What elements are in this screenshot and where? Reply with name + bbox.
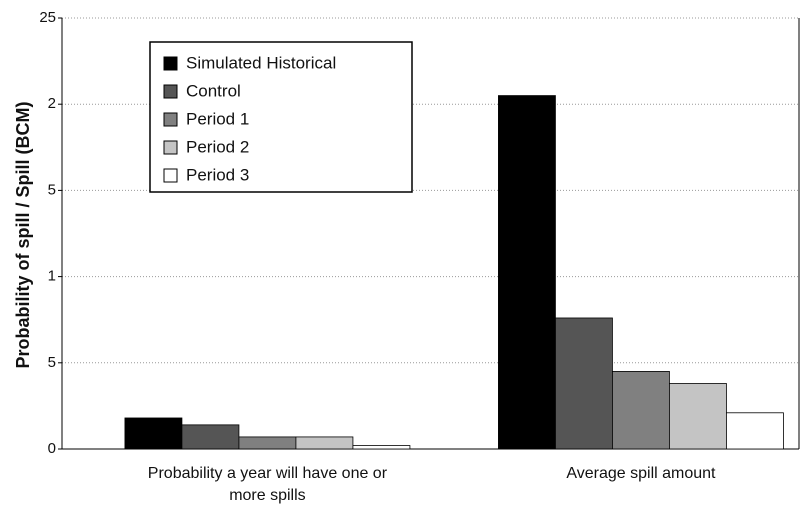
bar: [726, 412, 784, 450]
bar: [498, 95, 556, 450]
bar: [555, 317, 613, 450]
legend-label: Period 2: [186, 137, 249, 156]
legend-label: Period 1: [186, 109, 249, 128]
bar: [352, 445, 411, 450]
bar: [181, 424, 240, 450]
bar: [295, 436, 354, 450]
y-tick-label: 5: [48, 181, 56, 198]
bar: [124, 417, 183, 450]
y-tick-label: 5: [48, 354, 56, 371]
y-axis-title: Probability of spill / Spill (BCM): [13, 101, 33, 368]
y-tick-label: 2: [48, 95, 56, 112]
legend-label: Period 3: [186, 165, 249, 184]
legend-box: [149, 41, 413, 193]
y-tick-label: 0: [48, 440, 56, 457]
legend-swatch: [163, 84, 178, 99]
legend: Simulated Historical Control Period 1 Perio…: [149, 41, 413, 193]
legend-swatch: [163, 56, 178, 71]
bar: [612, 371, 670, 450]
y-tick-label: 25: [39, 9, 56, 26]
legend-label: Control: [186, 81, 241, 100]
y-tick-label: 1: [48, 268, 56, 285]
bar: [669, 383, 727, 450]
legend-swatch: [163, 140, 178, 155]
legend-swatch: [163, 112, 178, 127]
bar: [238, 436, 297, 450]
x-tick-label: Average spill amount: [566, 465, 716, 482]
legend-label: Simulated Historical: [186, 53, 336, 72]
legend-swatch: [163, 168, 178, 183]
x-tick-label: Probability a year will have one or more…: [147, 465, 388, 504]
